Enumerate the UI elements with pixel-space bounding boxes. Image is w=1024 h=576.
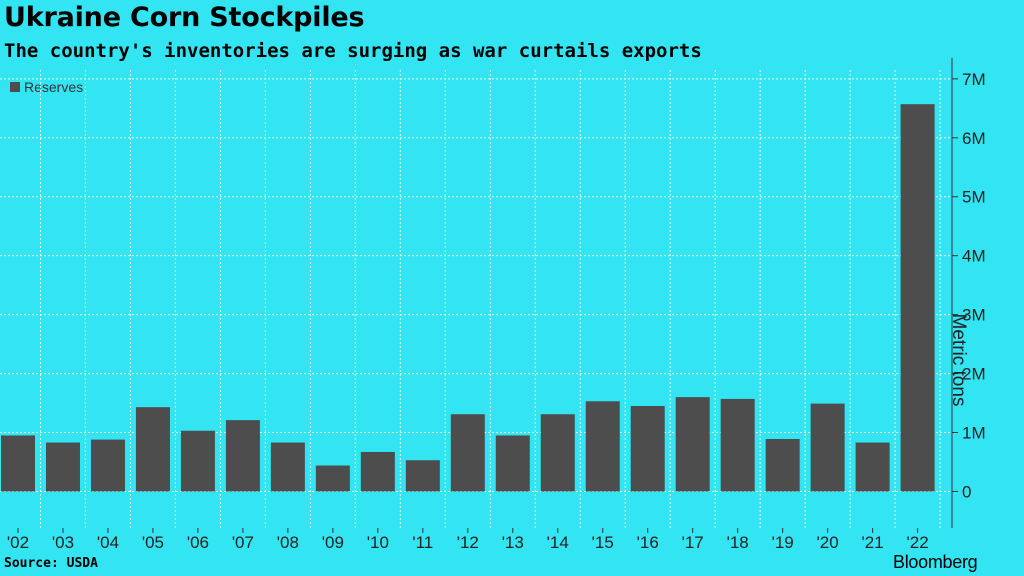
x-tick-label: '19 xyxy=(772,533,794,552)
bar xyxy=(810,403,845,492)
bar xyxy=(540,414,575,492)
x-tick-label: '18 xyxy=(727,533,749,552)
bar xyxy=(405,460,440,492)
x-tick-label: '05 xyxy=(142,533,164,552)
bar xyxy=(585,401,620,492)
y-tick-label: 2M xyxy=(962,365,986,384)
x-tick-label: '13 xyxy=(502,533,524,552)
legend-label: Reserves xyxy=(24,79,84,95)
bar xyxy=(1,435,35,492)
y-tick-label: 4M xyxy=(962,247,986,266)
x-tick-label: '08 xyxy=(277,533,299,552)
bar xyxy=(765,438,800,492)
bloomberg-logo: Bloomberg xyxy=(893,552,978,572)
bar xyxy=(495,435,530,492)
bar xyxy=(720,398,755,492)
y-tick-label: 7M xyxy=(962,70,986,89)
x-tick-label: '07 xyxy=(232,533,254,552)
y-tick-label: 5M xyxy=(962,188,986,207)
y-tick-label: 6M xyxy=(962,129,986,148)
x-tick-label: '10 xyxy=(367,533,389,552)
bar xyxy=(315,465,350,492)
x-tick-label: '11 xyxy=(412,533,433,552)
bar xyxy=(855,442,890,492)
bar xyxy=(630,405,665,492)
source-note: Source: USDA xyxy=(4,556,98,571)
y-tick-label: 0 xyxy=(962,482,971,501)
chart-title: Ukraine Corn Stockpiles xyxy=(4,2,365,33)
x-tick-label: '17 xyxy=(682,533,704,552)
x-tick-label: '02 xyxy=(7,533,29,552)
bar xyxy=(675,397,710,492)
legend: Reserves xyxy=(10,79,83,95)
bar xyxy=(45,442,80,492)
chart-subtitle: The country's inventories are surging as… xyxy=(4,40,702,62)
bar xyxy=(225,420,260,492)
x-tick-label: '14 xyxy=(547,533,569,552)
bar xyxy=(180,430,215,492)
x-tick-label: '06 xyxy=(187,533,209,552)
x-tick-label: '15 xyxy=(592,533,614,552)
x-tick-label: '03 xyxy=(52,533,74,552)
x-tick-label: '16 xyxy=(637,533,659,552)
x-tick-label: '21 xyxy=(862,533,884,552)
bar xyxy=(450,414,485,492)
bar xyxy=(90,439,125,492)
x-tick-label: '04 xyxy=(97,533,119,552)
x-tick-label: '12 xyxy=(457,533,479,552)
x-tick-label: '09 xyxy=(322,533,344,552)
x-tick-label: '22 xyxy=(907,533,929,552)
x-tick-label: '20 xyxy=(817,533,839,552)
bar xyxy=(270,442,305,492)
legend-swatch xyxy=(10,82,20,92)
bar xyxy=(135,407,170,492)
bar xyxy=(900,104,935,492)
y-tick-label: 3M xyxy=(962,306,986,325)
y-tick-label: 1M xyxy=(962,424,986,443)
bar xyxy=(360,451,395,492)
y-axis-label: Metric tons xyxy=(948,313,969,407)
